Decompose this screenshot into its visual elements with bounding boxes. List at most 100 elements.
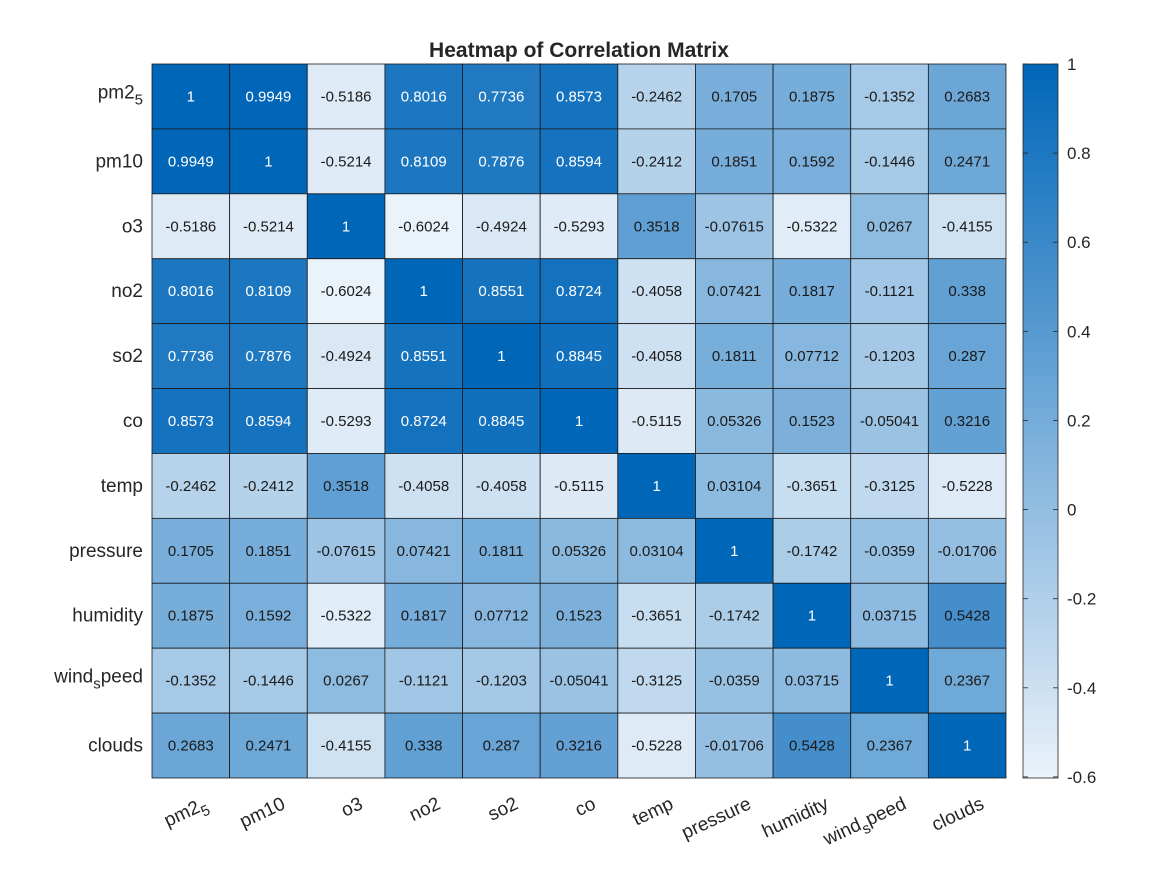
cell-value-label: -0.5115 (632, 413, 682, 430)
cell-value-label: -0.1121 (865, 283, 915, 300)
colorbar-tick-label: 0 (1067, 501, 1076, 520)
heatmap-cell (695, 453, 774, 519)
cell-value-label: -0.4058 (476, 478, 527, 495)
heatmap-cells: 1 0.9949 -0.5186 0.8016 0.7736 0.8573 -0.2462 0… (151, 63, 1007, 779)
heatmap-cell (850, 517, 929, 584)
cell-value-label: 0.9949 (246, 88, 292, 105)
cell-value-label: 0.8573 (556, 88, 602, 105)
heatmap-cell (927, 258, 1007, 325)
cell-value-label: -0.5214 (321, 153, 372, 170)
heatmap-cell (539, 453, 619, 519)
cell-value-label: -0.1742 (709, 608, 760, 625)
label-subscript: 5 (135, 91, 143, 108)
column-labels: pm25 pm10 o3 no2 so2 co temp pressure humiditywi… (161, 793, 988, 850)
cell-value-label: 0.1875 (789, 88, 835, 105)
heatmap-cell (151, 582, 231, 649)
colorbar-tick-label: 0.6 (1067, 233, 1091, 252)
heatmap-cell (927, 128, 1007, 195)
row-label: temp (101, 476, 143, 497)
cell-value-label: -0.2412 (243, 478, 294, 495)
cell-value-label: 1 (652, 478, 660, 495)
cell-value-label: 0.7736 (478, 88, 524, 105)
heatmap-cell (384, 323, 463, 389)
heatmap-cell (695, 647, 774, 714)
heatmap-cell (462, 193, 541, 260)
cell-value-label: -0.5322 (321, 608, 372, 625)
row-label: windspeed (53, 667, 143, 693)
cell-value-label: 1 (963, 738, 971, 755)
heatmap-cell (927, 388, 1007, 454)
cell-value-label: 1 (808, 608, 816, 625)
heatmap-cell (927, 193, 1007, 260)
label-base: pm10 (237, 793, 289, 832)
cell-value-label: 1 (885, 673, 893, 690)
label-base: humidity (72, 606, 143, 627)
cell-value-label: 0.8845 (478, 413, 524, 430)
cell-value-label: -0.3125 (864, 478, 915, 495)
heatmap-cell (772, 258, 852, 325)
column-label: clouds (929, 793, 988, 835)
heatmap-cell (850, 582, 929, 649)
cell-value-label: -0.5322 (786, 218, 837, 235)
colorbar-tick-label: -0.4 (1067, 679, 1096, 698)
cell-value-label: 0.03715 (785, 673, 839, 690)
heatmap-cell (850, 258, 929, 325)
colorbar-tick-label: 0.8 (1067, 144, 1091, 163)
cell-value-label: 0.1817 (401, 608, 447, 625)
heatmap-cell (151, 388, 231, 454)
row-label: co (123, 411, 143, 432)
cell-value-label: -0.5228 (942, 478, 993, 495)
cell-value-label: -0.4058 (398, 478, 449, 495)
cell-value-label: 0.03104 (630, 543, 684, 560)
colorbar-tick-label: 1 (1067, 55, 1076, 74)
cell-value-label: -0.01706 (705, 738, 764, 755)
cell-value-label: 0.8845 (556, 348, 602, 365)
label-base: temp (101, 476, 143, 497)
colorbar-tick-label: -0.6 (1067, 768, 1096, 787)
row-label: no2 (111, 281, 143, 302)
cell-value-label: -0.6024 (398, 218, 449, 235)
row-label: o3 (122, 216, 143, 237)
heatmap-cell (229, 453, 308, 519)
cell-value-label: 1 (420, 283, 428, 300)
column-label: pm25 (161, 793, 213, 836)
colorbar-gradient (1022, 63, 1059, 779)
cell-value-label: -0.6024 (321, 283, 372, 300)
colorbar-tick-label: 0.4 (1067, 322, 1091, 341)
label-base: wind (53, 667, 93, 688)
heatmap-cell (306, 258, 386, 325)
heatmap-cell (772, 712, 852, 779)
label-base: pm2 (161, 797, 203, 832)
heatmap-cell (927, 63, 1007, 130)
cell-value-label: 0.1592 (789, 153, 835, 170)
cell-value-label: -0.4155 (942, 218, 993, 235)
label-subscript: s (93, 676, 101, 693)
heatmap-cell (384, 128, 463, 195)
row-label: pressure (69, 541, 143, 562)
cell-value-label: -0.5214 (243, 218, 294, 235)
heatmap-cell (229, 517, 308, 584)
cell-value-label: -0.1742 (786, 543, 837, 560)
label-base: pm10 (95, 151, 143, 172)
heatmap-cell (772, 193, 852, 260)
heatmap-cell (772, 517, 852, 584)
cell-value-label: 0.287 (948, 348, 986, 365)
column-label: so2 (485, 793, 522, 825)
heatmap-cell (617, 712, 696, 779)
cell-value-label: 0.7736 (168, 348, 214, 365)
cell-value-label: 0.05326 (552, 543, 606, 560)
heatmap-cell (539, 258, 619, 325)
heatmap-cell (384, 517, 463, 584)
colorbar-tick-label: 0.2 (1067, 411, 1091, 430)
cell-value-label: 0.0267 (323, 673, 369, 690)
heatmap-cell (695, 517, 774, 584)
cell-value-label: 0.8594 (246, 413, 292, 430)
heatmap-cell (306, 128, 386, 195)
cell-value-label: 0.7876 (478, 153, 524, 170)
row-label: clouds (88, 736, 143, 757)
heatmap-cell (617, 258, 696, 325)
cell-value-label: -0.2462 (165, 478, 216, 495)
cell-value-label: 0.287 (483, 738, 521, 755)
label-base: o3 (122, 216, 143, 237)
heatmap-cell (850, 453, 929, 519)
